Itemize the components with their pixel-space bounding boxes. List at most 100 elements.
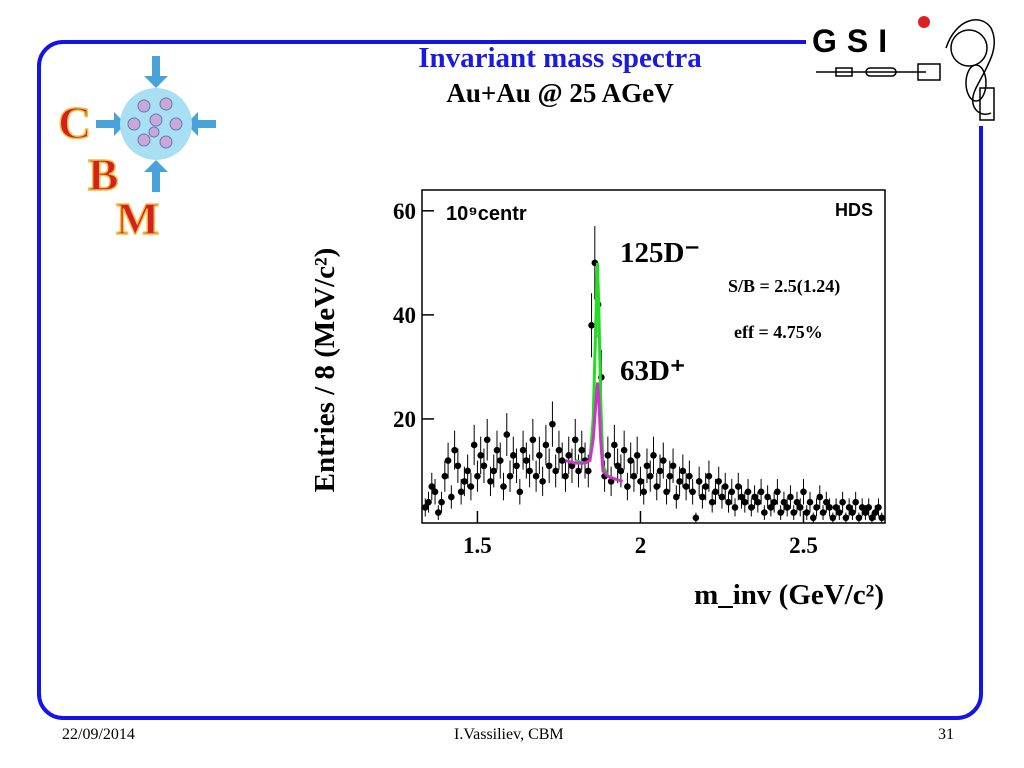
data-point [503,431,511,438]
data-point [836,509,843,516]
data-point [673,493,680,501]
data-point [513,462,520,470]
data-point [764,493,771,501]
data-point [650,452,657,459]
data-point [878,514,886,522]
data-point [496,457,504,464]
data-point [500,483,507,490]
top-left-label: 10⁹centr [446,203,527,225]
data-point [578,446,586,454]
x-tick-label: 2 [635,533,647,558]
y-tick-label: 60 [393,199,416,224]
annotation-eff: eff = 4.75% [734,322,823,342]
data-point [653,483,661,490]
data-point [487,478,494,485]
data-point [806,498,814,506]
data-point [523,457,530,464]
data-point [826,504,833,511]
x-tick-label: 1.5 [463,533,492,558]
data-point [633,452,641,459]
data-point [536,452,543,459]
data-point [571,436,579,444]
annotation-dminus: 125D⁻ [620,237,700,269]
data-point [757,488,765,496]
data-point [588,321,595,329]
y-tick-label: 20 [393,407,416,432]
data-point [451,446,458,454]
data-point [855,514,863,522]
data-point [656,467,664,475]
data-point [748,504,755,511]
data-point [614,462,621,470]
data-point [705,472,713,480]
data-point [637,478,644,485]
data-point [575,467,582,475]
data-point [809,514,817,522]
logo-letter-c: C [58,97,91,148]
data-point [858,504,866,511]
data-point [467,483,475,490]
data-point [438,498,445,506]
data-point [552,467,559,475]
data-point [774,488,781,496]
data-point [425,498,432,506]
data-point [659,457,667,464]
data-point [516,488,524,496]
data-point [461,478,468,485]
data-point [803,509,811,516]
data-point [842,514,850,522]
data-point [682,483,690,490]
data-point [692,514,700,522]
data-point [816,493,824,501]
data-point [689,488,696,496]
invariant-mass-chart: 20 40 60 1.5 2 2.5 10⁹centr HDS 125D⁻ S/B = … [309,189,886,611]
fit-signal-curve [565,382,623,483]
data-point [448,493,455,501]
data-point [718,493,726,501]
data-point [640,488,648,496]
data-point [663,488,670,496]
data-point [549,420,556,428]
annotation-sb: S/B = 2.5(1.24) [728,276,840,297]
data-point [464,467,471,475]
data-point [751,493,758,501]
data-point [532,472,540,480]
data-point [679,467,687,475]
data-point [558,457,566,464]
y-axis-label: Entries / 8 (MeV/c²) [309,248,341,493]
data-point [555,446,563,454]
data-point [725,498,732,506]
data-point [800,488,807,496]
data-point [695,478,703,485]
data-point [493,446,501,454]
data-point [646,472,654,480]
data-point [708,498,716,506]
slide-frame [37,40,983,720]
data-point [624,483,631,490]
slide-title: Invariant mass spectra [418,42,702,74]
data-point [845,504,853,511]
data-point [643,462,651,470]
data-point [611,441,618,449]
data-point [868,514,876,522]
data-point [477,452,484,459]
data-point [829,514,837,522]
data-point [421,504,429,511]
data-point [565,452,573,459]
data-point [770,498,778,506]
data-point [767,504,775,511]
data-point [790,509,798,516]
data-point [441,472,449,480]
annotation-dplus: 63D⁺ [620,355,685,387]
data-point [738,493,745,501]
data-point [777,509,784,516]
data-point [744,488,752,496]
data-point [699,493,706,501]
data-point [793,498,801,506]
data-point [509,452,517,459]
data-point [832,504,840,511]
data-point [431,488,439,496]
data-point [875,504,882,511]
data-point [617,467,625,475]
data-point [506,472,514,480]
